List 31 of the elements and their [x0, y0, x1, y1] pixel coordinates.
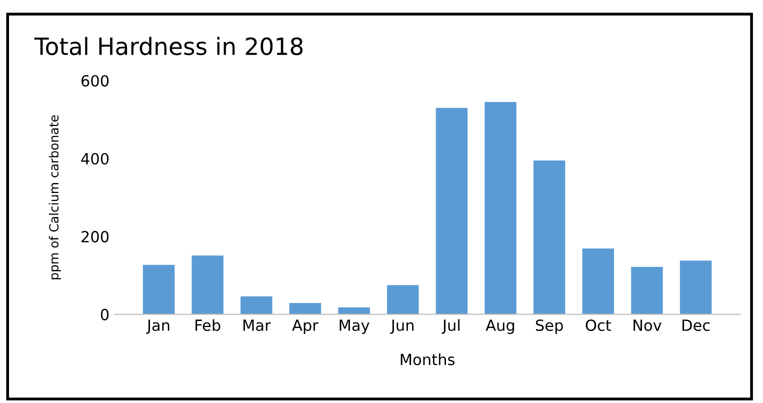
- y-tick-label: 600: [81, 75, 109, 87]
- bar: [192, 256, 224, 314]
- x-tick-label: Oct: [586, 319, 611, 332]
- bar: [533, 160, 566, 314]
- x-tick-label: May: [340, 320, 370, 334]
- bar: [142, 264, 175, 314]
- x-tick-label: Jan: [146, 320, 170, 334]
- x-tick-label: Jul: [442, 319, 460, 334]
- bar: [338, 307, 370, 314]
- bar: [484, 102, 516, 314]
- y-tick-label: 400: [81, 152, 109, 165]
- x-tick-label: Feb: [196, 319, 220, 332]
- bar: [387, 285, 419, 314]
- y-tick-label: 0: [100, 308, 109, 320]
- y-axis-title: ppm of Calcium carbonate: [48, 115, 61, 280]
- x-tick-label: Mar: [243, 320, 271, 332]
- y-tick-label: 200: [82, 230, 109, 242]
- bar: [240, 296, 272, 314]
- chart-title: Total Hardness in 2018: [34, 36, 303, 56]
- bar: [582, 248, 614, 314]
- x-tick-label: Aug: [486, 320, 514, 334]
- bar: [680, 260, 712, 314]
- x-tick-label: Nov: [634, 320, 662, 332]
- x-tick-label: Sep: [536, 319, 563, 334]
- bar: [436, 108, 468, 314]
- bar: [289, 303, 322, 314]
- x-tick-label: Jun: [390, 320, 414, 334]
- x-axis-title: Months: [400, 353, 454, 366]
- bar: [631, 266, 663, 314]
- x-tick-label: Apr: [292, 320, 318, 334]
- x-tick-label: Dec: [682, 320, 710, 332]
